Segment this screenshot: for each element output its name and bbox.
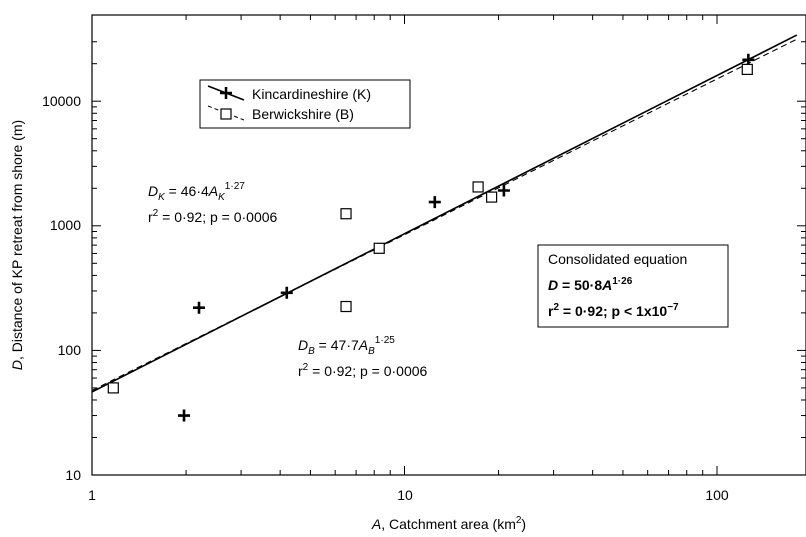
y-tick-label: 100 xyxy=(58,342,82,358)
consolidated-title: Consolidated equation xyxy=(548,251,687,267)
point-kincardineshire xyxy=(497,184,510,197)
x-tick-label: 100 xyxy=(705,487,729,503)
legend-marker-square xyxy=(220,108,232,120)
plot-frame xyxy=(91,14,806,476)
point-berwickshire xyxy=(107,382,119,394)
consolidated-equation-box: Consolidated equation D = 50·8A1·26 r2 =… xyxy=(537,244,729,328)
point-berwickshire xyxy=(741,63,753,75)
stats-berwickshire: r2 = 0·92; p = 0·0006 xyxy=(298,362,428,379)
x-axis-title: A, Catchment area (km2) xyxy=(371,515,526,532)
y-axis-title: D, Distance of KP retreat from shore (m) xyxy=(9,120,25,370)
legend-label-berwickshire: Berwickshire (B) xyxy=(252,106,354,122)
y-tick-label: 1000 xyxy=(50,217,81,233)
y-tick-label: 10 xyxy=(65,467,81,483)
x-tick-label: 1 xyxy=(88,487,96,503)
point-berwickshire xyxy=(486,191,498,203)
point-berwickshire xyxy=(340,208,352,220)
y-tick-label: 10000 xyxy=(42,93,81,109)
consolidated-stats: r2 = 0·92; p < 1x10−7 xyxy=(548,302,679,319)
point-layer xyxy=(107,53,755,422)
legend-marker-plus xyxy=(220,87,232,99)
x-tick-label: 10 xyxy=(397,487,413,503)
point-berwickshire xyxy=(472,181,484,193)
point-kincardineshire xyxy=(742,53,755,66)
equation-kincardineshire: DK = 46·4AK1·27 xyxy=(148,181,245,203)
legend-label-kincardineshire: Kincardineshire (K) xyxy=(252,86,371,102)
equation-berwickshire: DB = 47·7AB1·25 xyxy=(298,335,395,357)
point-berwickshire xyxy=(340,300,352,313)
fit-line-berwickshire xyxy=(91,38,798,391)
point-kincardineshire xyxy=(280,286,293,299)
fit-layer xyxy=(91,34,798,393)
consolidated-equation: D = 50·8A1·26 xyxy=(548,276,633,293)
point-kincardineshire xyxy=(428,196,441,209)
point-kincardineshire xyxy=(178,409,191,422)
point-berwickshire xyxy=(373,242,385,254)
consolidated-box-frame xyxy=(537,244,729,328)
legend-box xyxy=(199,79,411,129)
legend: Kincardineshire (K) Berwickshire (B) xyxy=(199,79,411,129)
point-kincardineshire xyxy=(193,301,206,314)
stats-kincardineshire: r2 = 0·92; p = 0·0006 xyxy=(148,208,278,225)
